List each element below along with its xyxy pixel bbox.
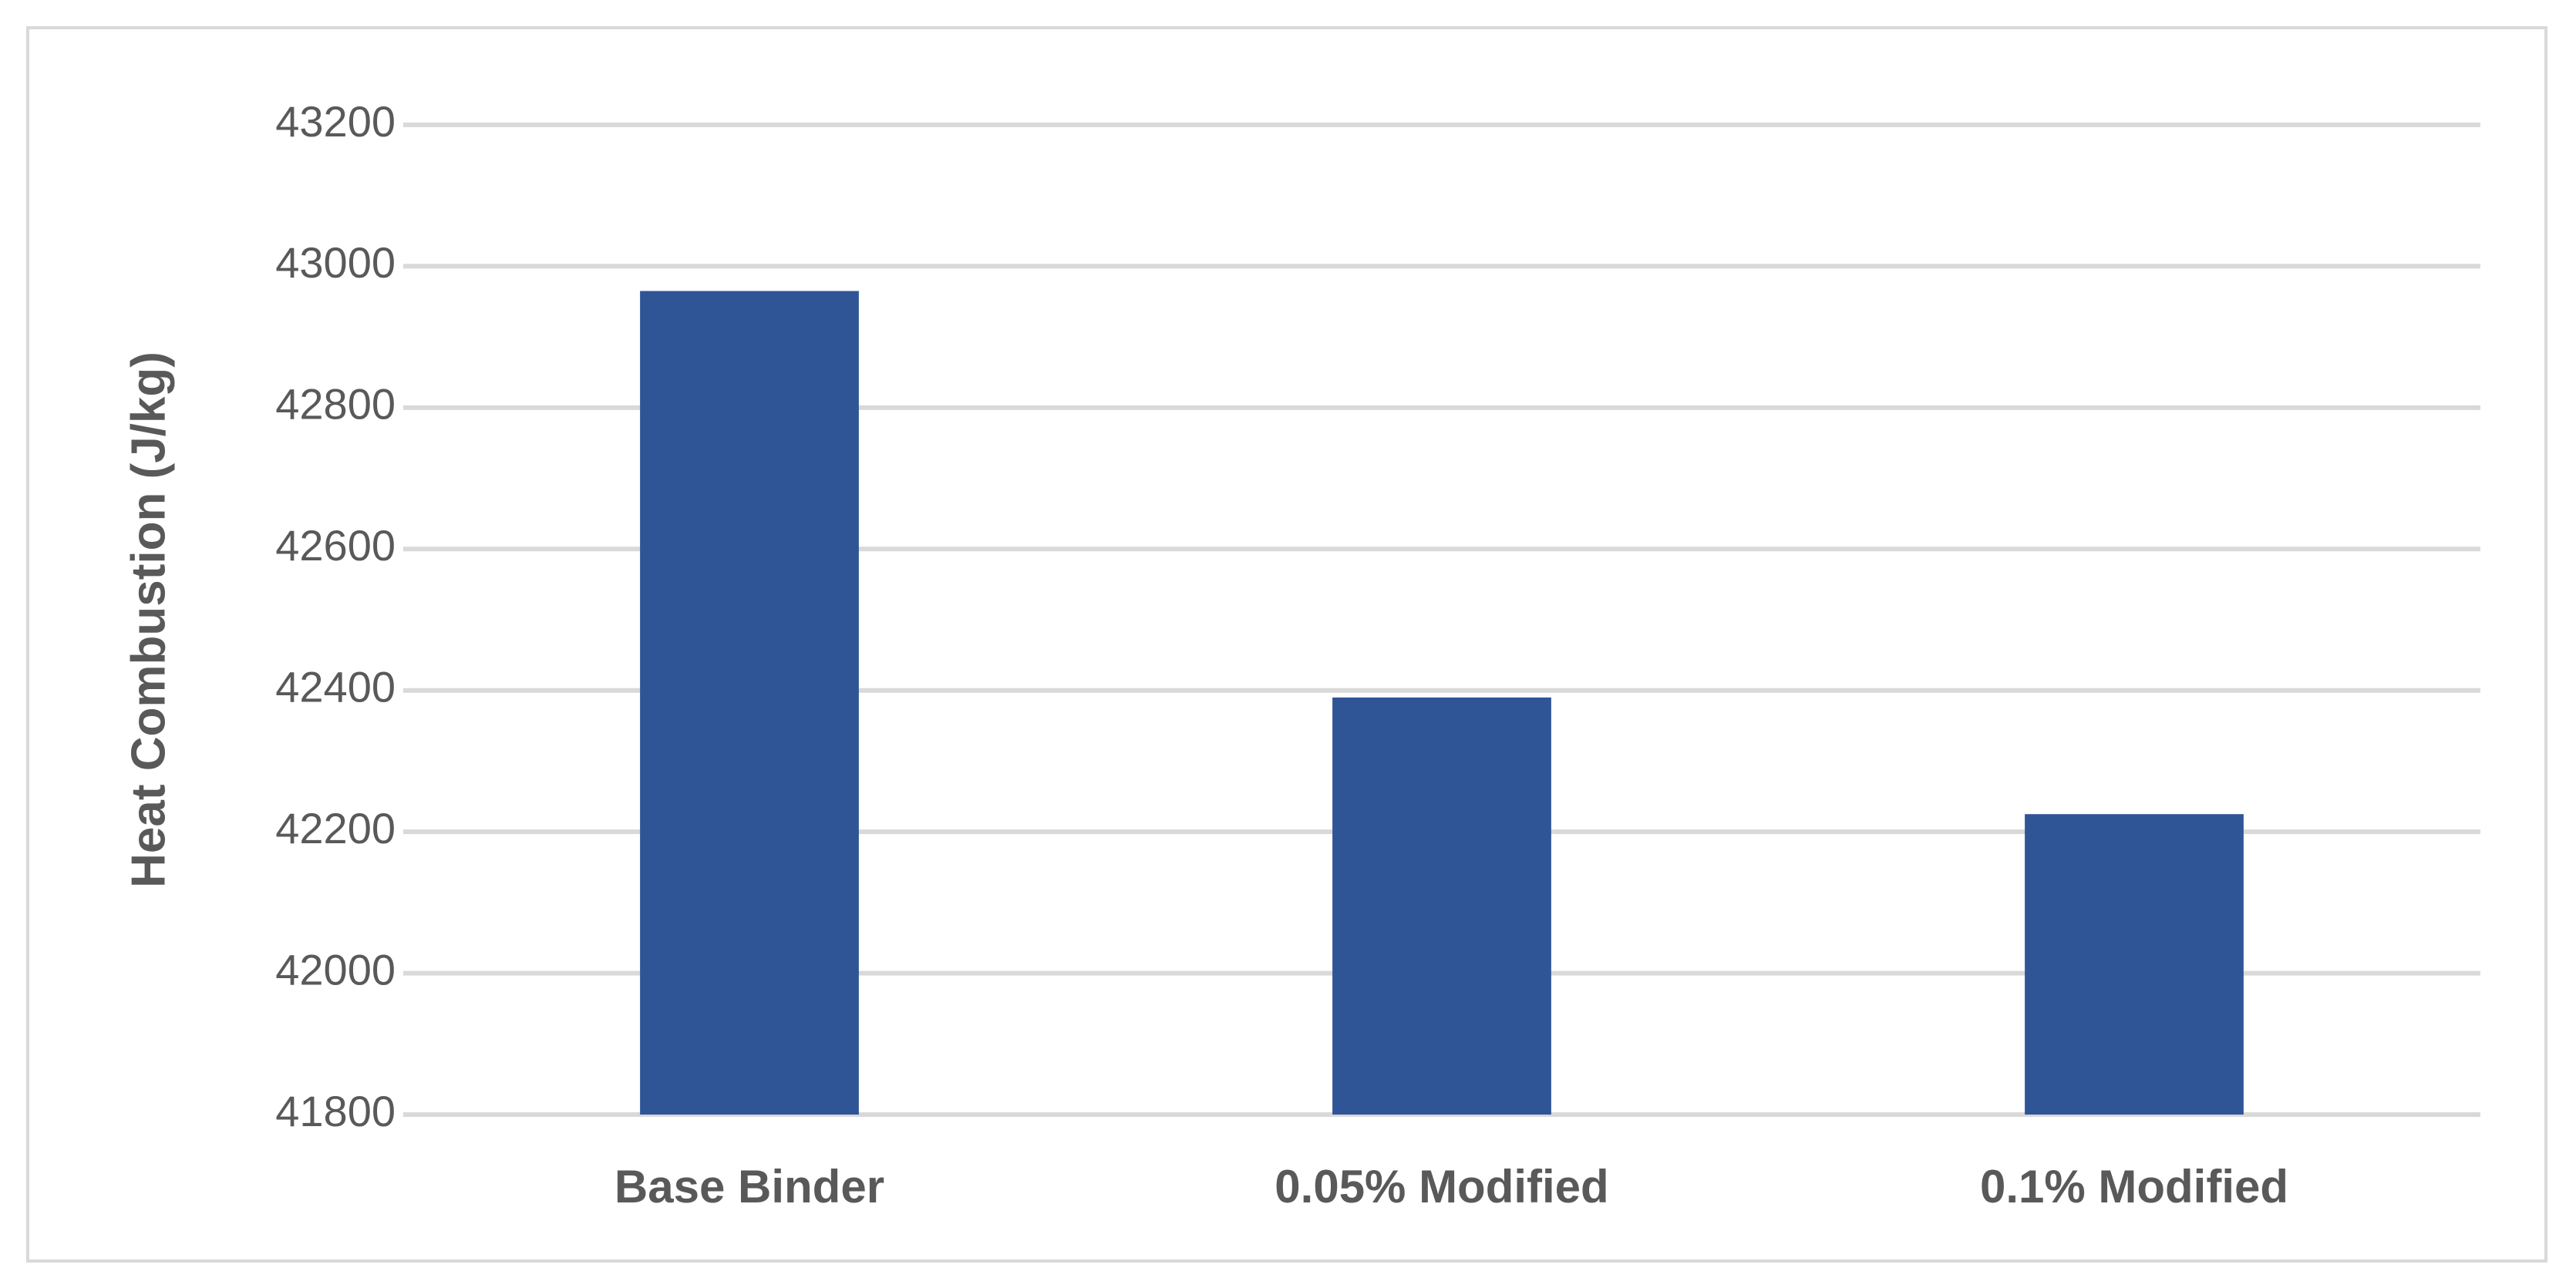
bar — [1332, 697, 1551, 1115]
y-tick-label: 42000 — [275, 945, 396, 994]
bar — [640, 291, 859, 1115]
y-tick-label: 43200 — [275, 97, 396, 146]
y-tick-label: 43000 — [275, 238, 396, 287]
y-tick-label: 42200 — [275, 804, 396, 853]
y-tick-label: 41800 — [275, 1087, 396, 1135]
x-tick-label: 0.05% Modified — [1275, 1161, 1608, 1212]
y-tick-label: 42800 — [275, 380, 396, 429]
x-tick-label: Base Binder — [615, 1161, 884, 1212]
x-tick-label: 0.1% Modified — [1980, 1161, 2288, 1212]
y-tick-label: 42400 — [275, 663, 396, 711]
bar — [2025, 814, 2244, 1115]
y-axis-title: Heat Combustion (J/kg) — [122, 351, 175, 888]
y-tick-label: 42600 — [275, 521, 396, 570]
